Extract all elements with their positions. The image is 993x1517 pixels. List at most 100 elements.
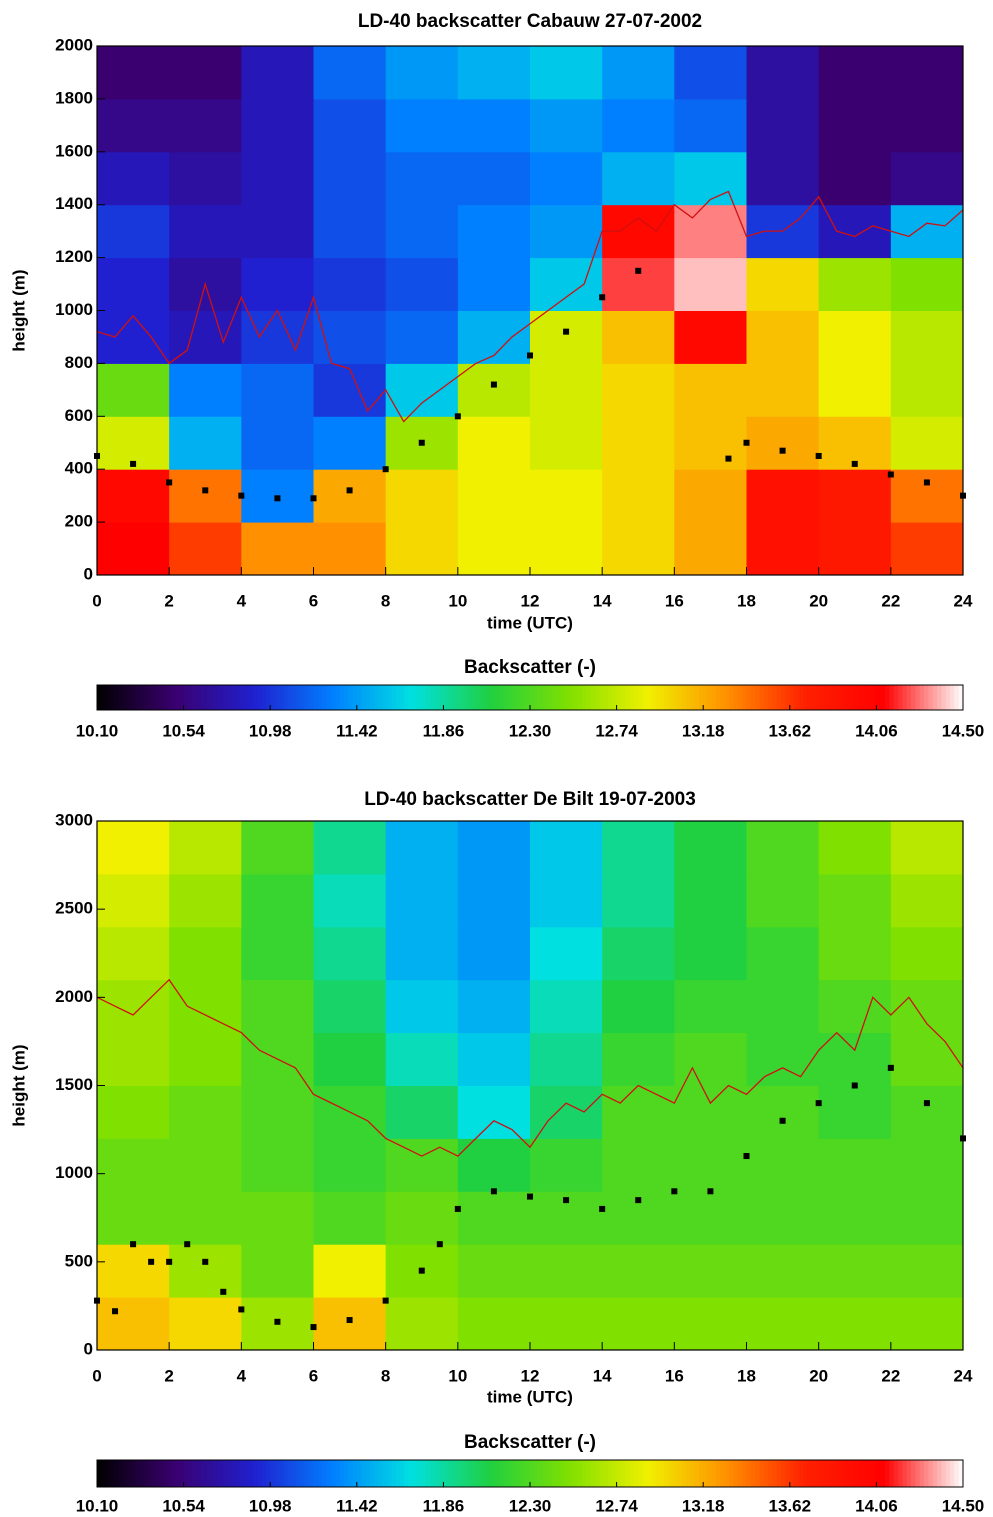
colorbar-swatch xyxy=(945,1460,951,1487)
heatmap-cell xyxy=(674,821,747,875)
heatmap-cell xyxy=(457,1032,531,1086)
heatmap-cell xyxy=(169,151,242,206)
heatmap-cell xyxy=(385,979,459,1034)
heatmap-cell xyxy=(169,1191,242,1245)
colorbar-swatch xyxy=(170,685,176,710)
colorbar-swatch xyxy=(157,1460,163,1487)
colorbar-swatch xyxy=(555,1460,561,1487)
heatmap-cell xyxy=(385,1191,459,1245)
colorbar-swatch xyxy=(854,1460,860,1487)
colorbar-swatch xyxy=(911,1460,916,1487)
heatmap-cell xyxy=(746,363,820,417)
heatmap-cell xyxy=(602,1244,675,1298)
colorbar-swatch xyxy=(322,685,328,710)
colorbar-swatch xyxy=(196,1460,202,1487)
colorbar-swatch xyxy=(482,685,488,710)
heatmap-cell xyxy=(385,522,459,576)
heatmap-cell xyxy=(241,310,314,364)
heatmap-cell xyxy=(674,469,747,523)
heatmap-cell xyxy=(241,1191,314,1245)
colorbar-swatch xyxy=(209,685,215,710)
heatmap-cell xyxy=(530,416,603,470)
heatmap-cell xyxy=(602,469,675,523)
colorbar-swatch xyxy=(798,685,804,710)
heatmap-cell xyxy=(97,363,170,417)
colorbar-swatch xyxy=(547,1460,553,1487)
colorbar-swatch xyxy=(413,1460,419,1487)
colorbar-swatch xyxy=(343,1460,349,1487)
heatmap-cell xyxy=(313,98,387,153)
colorbar-swatch xyxy=(629,685,635,710)
heatmap-cell xyxy=(385,46,459,100)
colorbar-tick-label: 13.62 xyxy=(769,1496,812,1515)
colorbar-swatch xyxy=(724,685,730,710)
colorbar-swatch xyxy=(538,1460,544,1487)
y-tick-label: 0 xyxy=(84,1339,93,1358)
colorbar-swatch xyxy=(157,685,163,710)
colorbar-swatch xyxy=(646,685,652,710)
heatmap-cell xyxy=(674,257,747,311)
colorbar-swatch xyxy=(391,1460,397,1487)
y-tick-label: 1000 xyxy=(55,300,93,319)
colorbar-swatch xyxy=(140,1460,146,1487)
colorbar-swatch xyxy=(664,685,670,710)
heatmap-cell xyxy=(674,151,747,206)
heatmap-cell xyxy=(530,98,603,153)
y-tick-label: 2500 xyxy=(55,899,93,918)
heatmap-cell xyxy=(97,151,170,206)
x-tick-label: 0 xyxy=(92,591,101,610)
heatmap-cell xyxy=(385,1297,459,1351)
colorbar-swatch xyxy=(534,1460,540,1487)
heatmap-cell xyxy=(674,1244,747,1298)
colorbar-swatch xyxy=(365,685,371,710)
colorbar-swatch xyxy=(824,685,830,710)
colorbar-swatch xyxy=(811,1460,817,1487)
colorbar-tick-label: 14.06 xyxy=(855,721,898,740)
heatmap-cell xyxy=(169,204,242,259)
colorbar-swatch xyxy=(932,685,938,710)
colorbar-swatch xyxy=(465,1460,470,1487)
colorbar-swatch xyxy=(685,685,691,710)
colorbar-swatch xyxy=(365,1460,371,1487)
heatmap-cell xyxy=(313,310,387,364)
colorbar-swatch xyxy=(118,685,124,710)
colorbar-swatch xyxy=(265,685,271,710)
colorbar-swatch xyxy=(863,1460,869,1487)
colorbar-swatch xyxy=(590,685,596,710)
heatmap-cell xyxy=(313,1032,387,1086)
y-tick-label: 1000 xyxy=(55,1163,93,1182)
heatmap-cell xyxy=(530,1244,603,1298)
heatmap-cell xyxy=(313,873,387,928)
heatmap-cell xyxy=(530,821,603,875)
heatmap-cell xyxy=(602,926,675,981)
heatmap-cell xyxy=(890,979,964,1034)
colorbar-swatch xyxy=(763,685,769,710)
heatmap-cell xyxy=(457,926,531,981)
colorbar-swatch xyxy=(322,1460,328,1487)
colorbar-swatch xyxy=(109,685,115,710)
heatmap-cell xyxy=(457,363,531,417)
heatmap-cell xyxy=(674,1138,747,1192)
series-point xyxy=(130,1241,137,1248)
colorbar-swatch xyxy=(300,685,306,710)
y-tick-label: 0 xyxy=(84,564,93,583)
series-point xyxy=(436,1241,443,1248)
colorbar-swatch xyxy=(166,1460,172,1487)
colorbar-swatch xyxy=(226,1460,232,1487)
colorbar-swatch xyxy=(244,685,250,710)
colorbar-tick-label: 11.86 xyxy=(423,721,465,740)
colorbar-swatch xyxy=(166,685,172,710)
series-point xyxy=(563,1197,570,1204)
colorbar-swatch xyxy=(248,685,254,710)
heatmap-cell xyxy=(169,1138,242,1192)
colorbar-swatch xyxy=(898,1460,903,1487)
heatmap-cell xyxy=(169,1085,242,1139)
series-point xyxy=(310,1324,317,1331)
colorbar-swatch xyxy=(950,685,955,710)
heatmap-cell xyxy=(169,979,242,1034)
heatmap-cell xyxy=(746,821,820,875)
heatmap-cell xyxy=(457,257,531,311)
heatmap-cell xyxy=(457,979,531,1034)
colorbar-swatch xyxy=(898,685,903,710)
heatmap-cell xyxy=(313,204,387,259)
